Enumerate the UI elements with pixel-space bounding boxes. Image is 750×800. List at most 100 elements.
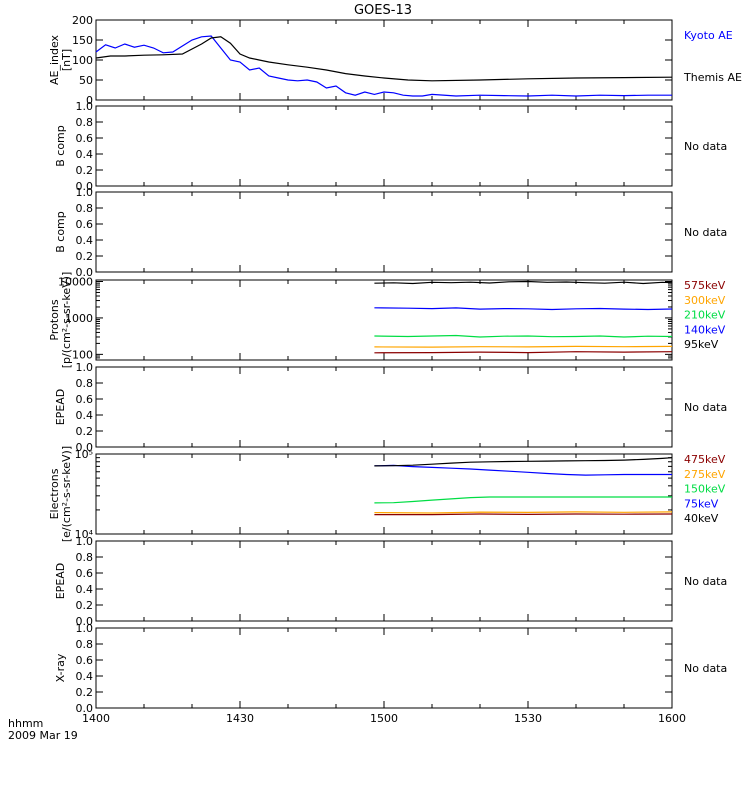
series-line-575kev — [374, 351, 673, 354]
x-tick-label: 1430 — [226, 712, 254, 725]
series-line-140kev — [374, 307, 673, 311]
y-axis-label-line: Electrons — [48, 468, 61, 519]
y-axis-label-line: X-ray — [54, 653, 67, 682]
series-line-40kev — [374, 457, 673, 467]
legend-entry: Themis AE — [683, 71, 742, 84]
x-tick-label: 1500 — [370, 712, 398, 725]
y-tick-label: 200 — [72, 14, 93, 27]
y-axis-label-line: AE_index — [48, 34, 61, 85]
series-line-75kev — [374, 464, 672, 476]
panel-ae: 0 50 100 150 200 AE_index[nT] Kyoto AE Themis A… — [48, 14, 742, 107]
y-tick-label: 0.6 — [76, 393, 94, 406]
legend-entry: 275keV — [684, 468, 726, 481]
panel-frame — [95, 279, 673, 361]
legend-entry: 575keV — [684, 279, 726, 292]
y-axis-label: AE_index[nT] — [48, 34, 73, 85]
y-tick-label: 0.2 — [76, 686, 94, 699]
y-axis-label-line: [e/(cm²-s-sr-keV)] — [60, 446, 73, 542]
x-tick-label: 1400 — [82, 712, 110, 725]
y-tick-label: 0.0 — [76, 615, 94, 628]
legend-entry: 40keV — [684, 512, 719, 525]
legend-entry: 300keV — [684, 294, 726, 307]
series-line-kyoto-ae — [95, 35, 672, 97]
y-tick-label: 10⁵ — [75, 448, 93, 461]
y-tick-label: 100 — [72, 348, 93, 361]
panel-frame — [95, 627, 673, 709]
date-label: 2009 Mar 19 — [8, 729, 78, 742]
panel-epead2: 0.0 0.2 0.4 0.6 0.8 1.0 EPEAD No data — [54, 535, 727, 628]
y-axis-label-line: [p/(cm²-s-sr-keV)] — [60, 272, 73, 369]
y-tick-label: 1.0 — [76, 361, 94, 374]
y-tick-label: 10000 — [58, 276, 93, 289]
y-tick-label: 0.8 — [76, 377, 94, 390]
y-tick-label: 0.4 — [76, 234, 94, 247]
y-axis-label: EPEAD — [54, 563, 67, 600]
series-line-150kev — [374, 496, 672, 504]
legend-entry: 140keV — [684, 323, 726, 336]
y-tick-label: 0.4 — [76, 148, 94, 161]
y-axis-label: EPEAD — [54, 389, 67, 426]
y-axis-label: Protons[p/(cm²-s-sr-keV)] — [48, 272, 73, 369]
no-data-label: No data — [684, 575, 727, 588]
y-tick-label: 0.0 — [76, 441, 94, 454]
y-tick-label: 0.0 — [76, 180, 94, 193]
series-line-210kev — [374, 334, 673, 338]
panel-bcomp2: 0.0 0.2 0.4 0.6 0.8 1.0 B comp No data — [54, 186, 727, 279]
y-tick-label: 0.8 — [76, 551, 94, 564]
series-line-275kev — [374, 511, 673, 514]
y-axis-label-line: Protons — [48, 299, 61, 340]
y-tick-label: 1.0 — [76, 622, 94, 635]
y-tick-label: 0.8 — [76, 638, 94, 651]
panel-frame — [95, 540, 673, 622]
panel-frame — [95, 105, 673, 187]
y-tick-label: 150 — [72, 34, 93, 47]
y-tick-label: 1000 — [65, 312, 93, 325]
y-tick-label: 0.2 — [76, 164, 94, 177]
y-tick-label: 100 — [72, 54, 93, 67]
y-tick-label: 0.6 — [76, 132, 94, 145]
series-line-themis-ae — [95, 36, 673, 82]
y-axis-label-line: B comp — [54, 211, 67, 253]
y-tick-label: 0.2 — [76, 250, 94, 263]
y-tick-label: 1.0 — [76, 100, 94, 113]
y-tick-label: 50 — [79, 74, 93, 87]
y-tick-label: 1.0 — [76, 186, 94, 199]
y-axis-label: B comp — [54, 125, 67, 167]
series-line-95kev — [374, 280, 673, 285]
panel-epead1: 0.0 0.2 0.4 0.6 0.8 1.0 EPEAD No data — [54, 361, 727, 454]
y-tick-label: 0.6 — [76, 218, 94, 231]
y-axis-label-line: B comp — [54, 125, 67, 167]
y-tick-label: 0.8 — [76, 116, 94, 129]
y-axis-label-line: EPEAD — [54, 389, 67, 426]
y-axis-label-line: EPEAD — [54, 563, 67, 600]
y-axis-label: Electrons[e/(cm²-s-sr-keV)] — [48, 446, 73, 542]
y-tick-label: 0.0 — [76, 266, 94, 279]
panel-bcomp1: 0.0 0.2 0.4 0.6 0.8 1.0 B comp No data — [54, 100, 727, 193]
y-tick-label: 0.4 — [76, 670, 94, 683]
no-data-label: No data — [684, 401, 727, 414]
no-data-label: No data — [684, 662, 727, 675]
x-tick-label: 1530 — [514, 712, 542, 725]
panel-frame — [95, 191, 673, 273]
no-data-label: No data — [684, 226, 727, 239]
y-tick-label: 0 — [86, 94, 93, 107]
legend-entry: 210keV — [684, 309, 726, 322]
no-data-label: No data — [684, 140, 727, 153]
x-tick-label: 1600 — [658, 712, 686, 725]
legend-entry: Kyoto AE — [684, 29, 733, 42]
y-tick-label: 0.2 — [76, 425, 94, 438]
y-tick-label: 0.4 — [76, 409, 94, 422]
y-tick-label: 0.6 — [76, 654, 94, 667]
figure-title: GOES-13 — [354, 3, 412, 18]
y-tick-label: 0.2 — [76, 599, 94, 612]
y-tick-label: 0.8 — [76, 202, 94, 215]
y-tick-label: 10⁴ — [75, 528, 94, 541]
y-tick-label: 0.0 — [76, 702, 94, 715]
panel-frame — [95, 19, 673, 101]
series-line-300kev — [374, 345, 673, 348]
panel-frame — [95, 366, 673, 448]
legend-entry: 75keV — [684, 497, 719, 510]
legend-entry: 475keV — [684, 453, 726, 466]
